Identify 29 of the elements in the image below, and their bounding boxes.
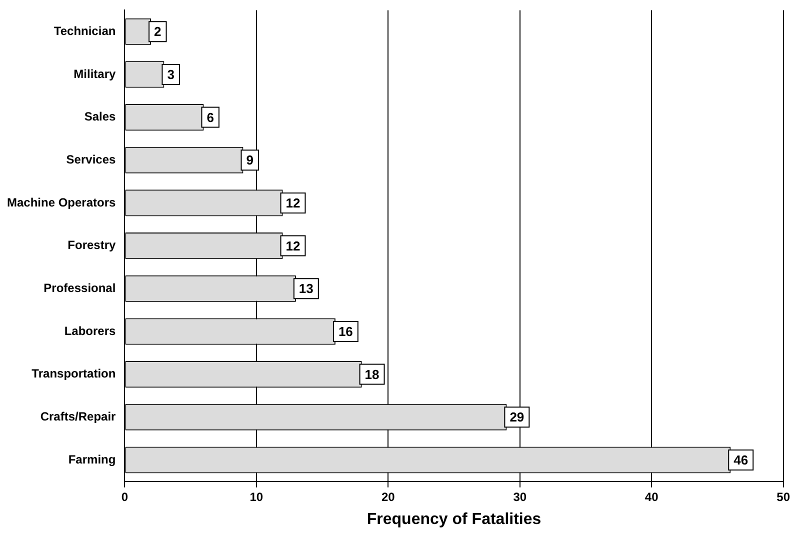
data-label: 16 [338,324,353,340]
data-label: 12 [286,238,300,254]
y-tick-label: Crafts/Repair [40,409,116,424]
data-label: 6 [206,110,214,125]
x-tick-label: 50 [776,490,790,504]
y-tick-label: Sales [84,110,116,124]
data-label: 3 [167,67,174,82]
y-tick-label: Laborers [64,324,116,338]
x-axis-title: Frequency of Fatalities [366,510,542,528]
y-tick-label: Military [74,66,116,81]
y-tick-label: Machine Operators [6,195,116,210]
y-tick-label: Professional [44,280,116,295]
x-tick-label: 20 [381,490,396,504]
y-tick-label: Services [66,152,116,166]
y-tick-label: Technician [54,24,116,38]
data-label: 9 [246,152,254,168]
data-label: 46 [734,452,748,468]
y-tick-label: Forestry [68,238,116,252]
x-tick-label: 30 [513,490,527,504]
y-tick-label: Farming [68,452,116,466]
data-label: 2 [154,24,162,40]
x-tick-label: 10 [250,490,264,504]
data-label: 13 [298,281,314,296]
data-label: 12 [286,196,300,211]
data-label: 29 [510,410,524,425]
y-tick-label: Transportation [32,366,116,381]
x-tick-label: 0 [121,490,128,504]
x-tick-label: 40 [644,490,659,504]
data-label: 18 [364,366,380,382]
